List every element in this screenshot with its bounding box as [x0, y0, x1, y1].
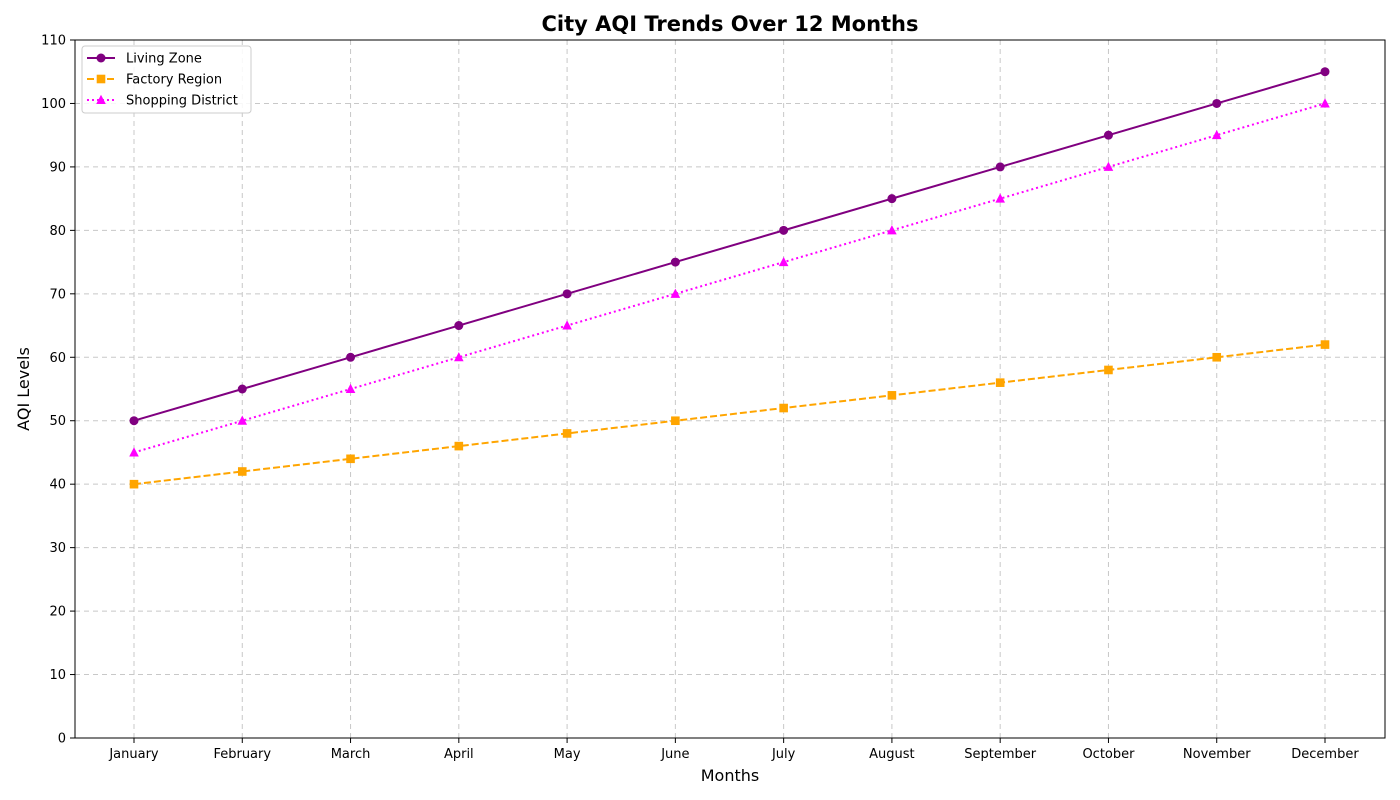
series-line-shopping-district [133, 102, 1326, 454]
data-point-living-zone [346, 352, 356, 362]
legend-label-factory-region: Factory Region [126, 73, 222, 88]
data-point-shopping-district [345, 383, 356, 393]
x-tick-label: September [964, 747, 1037, 762]
series-shopping-district [129, 98, 1330, 457]
data-point-factory-region [562, 429, 572, 438]
y-tick-label: 30 [49, 541, 66, 556]
legend-marker-factory-region [96, 74, 106, 84]
data-point-factory-region [237, 467, 247, 476]
x-tick-label: August [869, 747, 915, 762]
series-layer [129, 67, 1330, 489]
legend-item-living-zone: Living Zone [87, 52, 202, 67]
data-point-living-zone [562, 289, 572, 299]
data-point-living-zone [670, 257, 680, 267]
x-tick-label: October [1082, 747, 1135, 762]
y-tick-label: 0 [58, 732, 66, 747]
data-point-living-zone [1103, 130, 1113, 140]
legend: Living Zone Factory Region Shopping Distri… [81, 45, 252, 114]
y-tick-label: 60 [49, 351, 66, 366]
legend-label-shopping-district: Shopping District [126, 94, 238, 109]
y-tick-label: 40 [49, 478, 66, 493]
chart-title: City AQI Trends Over 12 Months [541, 12, 918, 36]
x-axis-label: Months [701, 766, 759, 785]
x-tick-label: December [1291, 747, 1359, 762]
data-point-factory-region [1212, 352, 1222, 362]
y-axis-label: AQI Levels [14, 347, 33, 431]
data-point-shopping-district [1211, 129, 1222, 140]
x-tick-label: March [331, 747, 371, 762]
data-point-living-zone [779, 225, 789, 235]
data-point-living-zone [237, 384, 247, 394]
x-tick-label: July [771, 747, 796, 762]
legend-box [81, 45, 252, 114]
data-point-factory-region [1104, 365, 1113, 375]
series-line-living-zone [133, 70, 1326, 422]
y-axis-ticks: 0 10 20 30 40 50 60 70 80 90 100 110 [41, 34, 75, 747]
data-point-factory-region [1320, 340, 1330, 349]
data-point-factory-region [129, 479, 139, 489]
data-point-shopping-district [778, 256, 789, 267]
legend-item-shopping-district: Shopping District [87, 94, 238, 109]
data-point-factory-region [454, 441, 464, 451]
data-point-living-zone [129, 416, 139, 426]
data-point-factory-region [671, 416, 680, 426]
data-point-shopping-district [1103, 161, 1114, 171]
data-point-shopping-district [670, 288, 681, 298]
y-tick-label: 100 [41, 97, 66, 112]
data-point-factory-region [779, 403, 788, 413]
y-tick-label: 50 [49, 414, 66, 429]
data-point-factory-region [995, 378, 1005, 387]
y-tick-label: 70 [49, 287, 66, 302]
legend-item-factory-region: Factory Region [87, 73, 222, 88]
data-point-factory-region [887, 391, 897, 400]
data-point-shopping-district [562, 320, 572, 330]
x-tick-label: April [444, 747, 474, 762]
data-point-living-zone [995, 162, 1005, 172]
data-point-living-zone [887, 194, 897, 204]
y-tick-label: 20 [49, 605, 66, 620]
x-tick-label: June [660, 747, 689, 762]
data-point-shopping-district [995, 193, 1005, 203]
legend-marker-living-zone [96, 53, 106, 63]
legend-label-living-zone: Living Zone [126, 52, 202, 67]
x-tick-label: May [554, 747, 581, 762]
y-tick-label: 80 [49, 224, 66, 239]
x-tick-label: February [213, 747, 271, 762]
data-point-living-zone [1320, 67, 1330, 77]
x-tick-label: November [1183, 747, 1251, 762]
data-point-shopping-district [454, 352, 464, 362]
data-point-shopping-district [1320, 98, 1330, 108]
legend-marker-shopping-district [96, 94, 106, 104]
y-tick-label: 110 [41, 34, 66, 49]
y-tick-label: 10 [49, 668, 66, 683]
data-point-shopping-district [129, 447, 139, 457]
y-tick-label: 90 [49, 160, 66, 175]
data-point-factory-region [346, 454, 355, 464]
x-tick-label: January [108, 747, 159, 762]
data-point-living-zone [1212, 98, 1222, 108]
data-point-living-zone [454, 321, 464, 331]
data-point-shopping-district [237, 415, 248, 425]
plot-frame [74, 39, 1386, 739]
x-axis-ticks: January February March April May June July Augu… [108, 738, 1359, 762]
grid [75, 39, 1385, 739]
data-point-shopping-district [887, 225, 897, 235]
series-living-zone [129, 67, 1330, 426]
series-line-factory-region [133, 343, 1326, 486]
series-factory-region [129, 340, 1330, 489]
